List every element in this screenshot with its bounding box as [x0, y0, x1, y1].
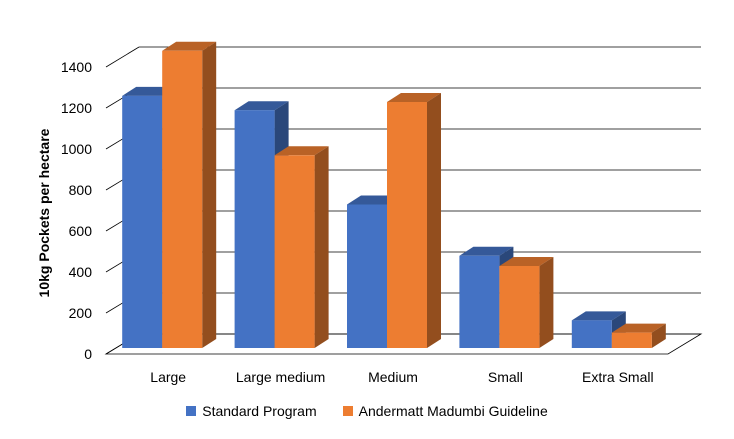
- bar-top: [234, 101, 289, 111]
- bar-andermatt-0: [162, 41, 217, 348]
- x-category-label: Extra Small: [582, 369, 654, 385]
- bar-side: [651, 323, 666, 348]
- bar-front: [459, 255, 500, 348]
- y-tick-label: 600: [69, 223, 93, 239]
- y-tick-label: 400: [69, 264, 93, 280]
- legend-swatch-standard: [186, 406, 197, 416]
- bar-top: [274, 146, 329, 156]
- bar-top: [611, 323, 666, 333]
- bar-front: [274, 155, 315, 348]
- bars: [122, 41, 666, 348]
- legend: Standard Program Andermatt Madumbi Guide…: [0, 399, 734, 423]
- legend-swatch-andermatt: [342, 406, 353, 416]
- bar-andermatt-4: [611, 323, 666, 348]
- y-tick-label: 1200: [61, 100, 92, 116]
- bar-front: [162, 50, 203, 348]
- legend-item-andermatt: Andermatt Madumbi Guideline: [342, 403, 548, 419]
- x-category-label: Large: [150, 369, 186, 385]
- bar-front: [611, 332, 652, 348]
- legend-label-andermatt: Andermatt Madumbi Guideline: [358, 403, 548, 419]
- x-category-label: Medium: [368, 369, 418, 385]
- y-tick-label: 800: [69, 182, 93, 198]
- y-tick-label: 0: [84, 346, 92, 362]
- legend-item-standard: Standard Program: [186, 403, 317, 419]
- bar-standard-4: [571, 311, 626, 348]
- x-category-label: Large medium: [236, 369, 326, 385]
- y-tick-label: 1000: [61, 141, 92, 157]
- bar-side: [427, 93, 441, 348]
- x-axis-categories: Large Large medium Medium Small Extra Small: [150, 369, 653, 385]
- bar-top: [387, 93, 441, 102]
- bar-andermatt-1: [274, 146, 329, 348]
- bar-top: [571, 311, 626, 321]
- bar-front: [387, 102, 427, 348]
- bar-front: [499, 266, 540, 348]
- bar-top: [162, 41, 217, 51]
- bar-top: [459, 246, 514, 256]
- y-tick-label: 1400: [61, 59, 92, 75]
- y-tick-label: 200: [69, 305, 93, 321]
- bar-andermatt-3: [499, 257, 554, 348]
- bar-front: [234, 110, 275, 348]
- bar-side: [539, 257, 554, 348]
- bar-andermatt-2: [387, 93, 441, 348]
- x-category-label: Small: [488, 369, 523, 385]
- gridline-diagonal: [105, 46, 140, 68]
- y-axis-label: 10kg Pockets per hectare: [36, 128, 52, 297]
- bar-side: [202, 41, 217, 348]
- bar-front: [122, 95, 163, 348]
- bar-front: [571, 320, 612, 348]
- bar-side: [314, 146, 329, 348]
- y-axis-ticks: 0 200 400 600 800 1000 1200 1400: [61, 59, 92, 362]
- bar-front: [347, 204, 387, 348]
- legend-label-standard: Standard Program: [202, 403, 317, 419]
- bar-top: [499, 257, 554, 266]
